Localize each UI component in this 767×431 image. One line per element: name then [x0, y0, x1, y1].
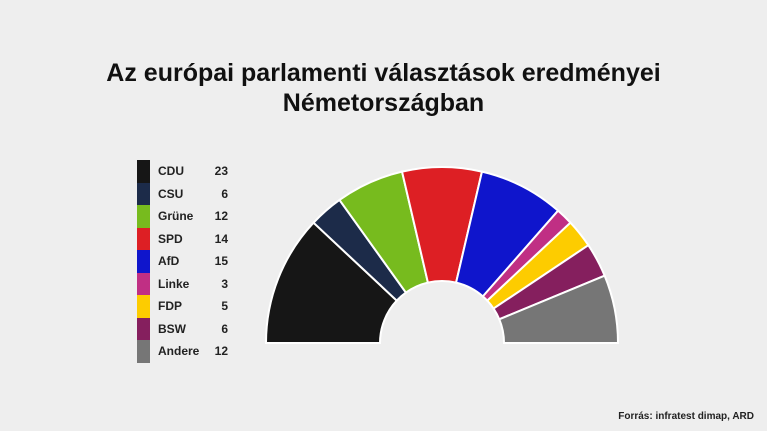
legend-item-cdu: CDU 23	[137, 160, 237, 183]
legend-value: 12	[214, 344, 228, 358]
legend-item-spd: SPD 14	[137, 227, 237, 250]
legend-label: CSU	[158, 186, 184, 201]
chart-title-line-2: Németországban	[282, 89, 485, 117]
legend-swatch	[137, 227, 150, 250]
chart-title-line-1: Az európai parlamenti választások eredmé…	[106, 59, 661, 87]
legend-value: 3	[221, 276, 228, 291]
legend-label: Grüne	[158, 209, 194, 223]
legend-swatch	[137, 182, 150, 205]
legend-item-linke: Linke 3	[137, 272, 237, 295]
legend: CDU 23 CSU 6 Grüne 12 SPD 14 AfD 15 Linke 3 FDP 5 BSW 6…	[137, 160, 237, 363]
legend-label: SPD	[158, 231, 183, 246]
legend-label: AfD	[158, 254, 180, 268]
seat-segment-andere	[497, 274, 620, 344]
legend-swatch	[137, 205, 150, 228]
legend-label: BSW	[158, 321, 186, 336]
legend-swatch	[137, 250, 150, 273]
legend-value: 5	[221, 299, 228, 313]
legend-swatch	[137, 272, 150, 295]
legend-item-afd: AfD 15	[137, 250, 237, 273]
legend-value: 23	[214, 164, 228, 178]
legend-item-grüne: Grüne 12	[137, 205, 237, 228]
legend-label: CDU	[158, 164, 184, 178]
legend-value: 14	[214, 231, 228, 246]
legend-swatch	[137, 160, 150, 183]
legend-item-bsw: BSW 6	[137, 317, 237, 340]
legend-value: 15	[214, 254, 228, 268]
legend-value: 6	[221, 186, 228, 201]
legend-label: Linke	[158, 276, 190, 291]
legend-item-fdp: FDP 5	[137, 295, 237, 318]
legend-value: 12	[214, 209, 228, 223]
legend-value: 6	[221, 321, 228, 336]
legend-swatch	[137, 340, 150, 363]
legend-item-csu: CSU 6	[137, 182, 237, 205]
legend-swatch	[137, 317, 150, 340]
legend-label: Andere	[158, 344, 200, 358]
legend-label: FDP	[158, 299, 182, 313]
legend-item-andere: Andere 12	[137, 340, 237, 363]
legend-swatch	[137, 295, 150, 318]
source-note: Forrás: infratest dimap, ARD	[618, 411, 754, 422]
chart-title: Az európai parlamenti választások eredmé…	[0, 58, 767, 118]
